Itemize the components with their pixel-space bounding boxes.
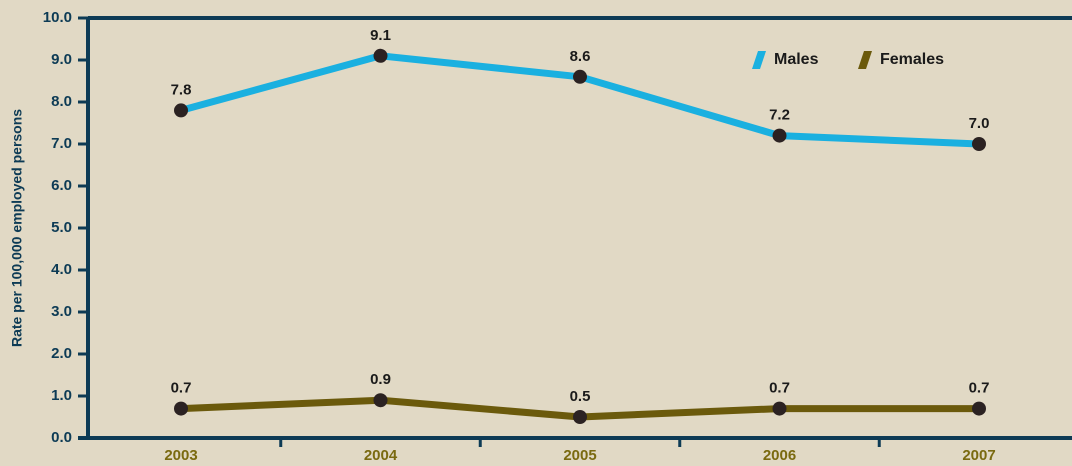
point — [772, 128, 787, 143]
series-line — [180, 52, 980, 148]
point — [174, 401, 188, 416]
point — [573, 410, 587, 424]
y-tick-label: 7.0 — [51, 135, 72, 152]
value-label: 0.5 — [570, 388, 591, 405]
y-tick-label: 6.0 — [51, 177, 72, 194]
value-label: 7.2 — [769, 107, 790, 124]
point — [373, 48, 388, 63]
value-label: 8.6 — [570, 48, 591, 65]
point — [174, 103, 188, 118]
point — [573, 69, 587, 84]
value-label: 0.7 — [769, 380, 790, 397]
y-tick-label: 10.0 — [43, 9, 72, 26]
value-label: 0.7 — [969, 380, 990, 397]
point — [972, 137, 986, 151]
y-tick-label: 5.0 — [51, 219, 72, 236]
y-tick-label: 8.0 — [51, 93, 72, 110]
legend-label: Males — [774, 51, 819, 68]
x-tick-label: 2006 — [763, 447, 796, 464]
value-label: 7.0 — [969, 115, 990, 132]
x-tick-label: 2003 — [164, 447, 197, 464]
point — [972, 401, 986, 416]
value-label: 7.8 — [171, 81, 192, 98]
value-label: 0.7 — [171, 380, 192, 397]
value-label: 0.9 — [370, 371, 391, 388]
point — [373, 393, 388, 408]
y-tick-label: 0.0 — [51, 429, 72, 446]
x-tick-label: 2005 — [563, 447, 596, 464]
legend-swatch — [858, 51, 872, 69]
y-tick-label: 4.0 — [51, 261, 72, 278]
point — [772, 401, 787, 416]
y-tick-label: 1.0 — [51, 387, 72, 404]
y-tick-label: 9.0 — [51, 51, 72, 68]
value-label: 9.1 — [370, 27, 391, 44]
y-tick-label: 2.0 — [51, 345, 72, 362]
x-tick-label: 2007 — [962, 447, 995, 464]
y-axis-label: Rate per 100,000 employed persons — [9, 109, 25, 347]
legend-label: Females — [880, 51, 944, 68]
x-tick-label: 2004 — [364, 447, 398, 464]
y-tick-label: 3.0 — [51, 303, 72, 320]
legend-swatch — [752, 51, 766, 69]
